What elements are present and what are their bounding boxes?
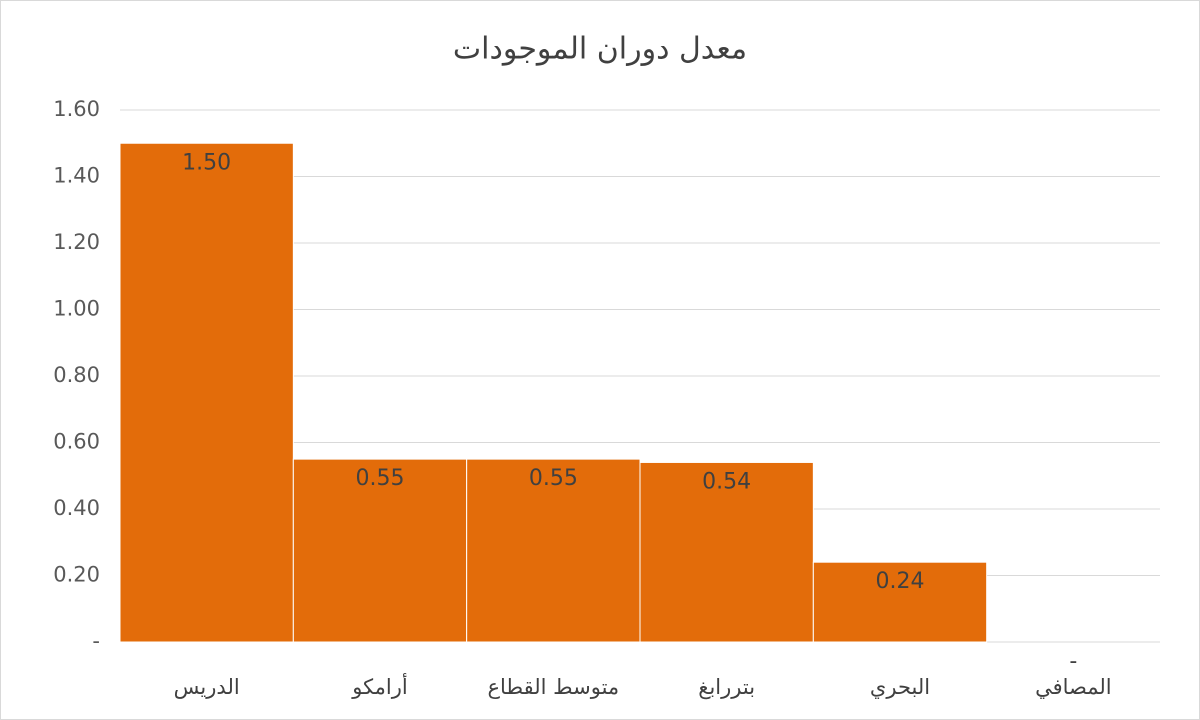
value-label: - <box>1069 649 1077 674</box>
y-tick-label: 1.60 <box>53 97 100 121</box>
y-tick-label: 1.20 <box>53 230 100 254</box>
y-tick-label: - <box>92 629 100 653</box>
y-tick-label: 0.60 <box>53 430 100 454</box>
y-tick-label: 1.40 <box>53 164 100 188</box>
value-label: 0.24 <box>876 569 925 594</box>
bar <box>292 458 468 643</box>
x-tick-label: المصافي <box>1035 675 1112 699</box>
value-label: 0.55 <box>529 466 578 491</box>
bar <box>639 461 814 643</box>
y-tick-label: 0.20 <box>53 563 100 587</box>
value-label: 0.54 <box>702 469 751 494</box>
x-tick-label: متوسط القطاع <box>488 675 620 699</box>
bar <box>812 561 988 643</box>
x-tick-label: بتررابغ <box>698 675 755 699</box>
bar <box>466 458 641 643</box>
y-tick-label: 0.80 <box>53 363 100 387</box>
y-tick-label: 0.40 <box>53 496 100 520</box>
bar <box>119 142 294 643</box>
y-tick-label: 1.00 <box>53 297 100 321</box>
value-label: 0.55 <box>356 466 405 491</box>
chart-title: معدل دوران الموجودات <box>453 32 747 67</box>
value-label: 1.50 <box>182 150 231 175</box>
x-tick-label: الدريس <box>174 675 240 699</box>
x-tick-label: البحري <box>870 675 930 699</box>
x-tick-label: أرامكو <box>351 673 408 699</box>
